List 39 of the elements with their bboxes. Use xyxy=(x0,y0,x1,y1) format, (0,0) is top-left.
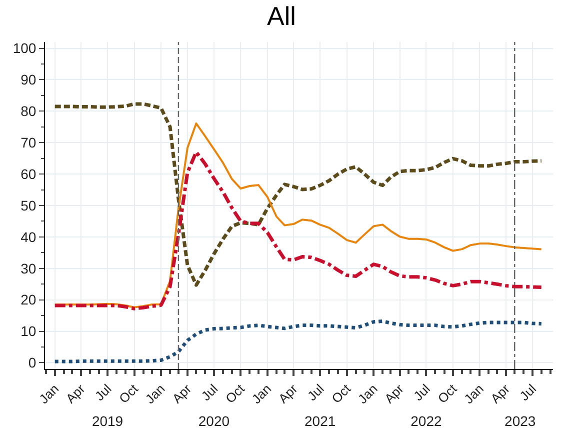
x-tick-label: Jul xyxy=(516,381,540,404)
x-tick-label: Jan xyxy=(142,381,168,407)
y-tick-label: 10 xyxy=(20,323,36,340)
x-tick-label: Jul xyxy=(304,381,327,404)
y-tick-label: 50 xyxy=(20,197,36,214)
x-tick-label: Oct xyxy=(328,380,354,406)
x-tick-label: Apr xyxy=(169,380,195,406)
line-series xyxy=(53,150,544,310)
x2-tick-label: 2020 xyxy=(198,413,230,429)
x-tick-label: Jan xyxy=(461,381,486,407)
y-tick-label: 90 xyxy=(20,72,36,88)
x-tick-label: Jul xyxy=(198,381,221,404)
x2-tick-label: 2021 xyxy=(304,413,336,429)
x-tick-label: Oct xyxy=(116,380,142,406)
chart-title: All xyxy=(267,0,296,31)
y-tick-label: 60 xyxy=(20,166,36,182)
x-tick-label: Jan xyxy=(354,381,380,407)
line-series xyxy=(53,319,544,364)
line-series xyxy=(53,102,544,287)
x-tick-label: Apr xyxy=(275,380,301,406)
x2-tick-label: 2023 xyxy=(504,413,536,429)
x2-tick-label: 2019 xyxy=(92,413,124,429)
x-tick-label: Jan xyxy=(248,381,274,407)
x-tick-label: Oct xyxy=(222,380,248,406)
y-tick-label: 80 xyxy=(20,103,36,120)
y-tick-label: 30 xyxy=(20,260,36,276)
x-tick-label: Apr xyxy=(382,380,407,406)
y-tick-label: 20 xyxy=(20,292,36,308)
y-tick-label: 70 xyxy=(20,134,36,151)
y-tick-label: 100 xyxy=(12,40,36,56)
x-tick-label: Jan xyxy=(36,381,62,407)
x-tick-label: Jul xyxy=(410,381,434,404)
x2-tick-label: 2022 xyxy=(410,413,442,429)
x-tick-label: Jul xyxy=(92,381,114,404)
x-tick-label: Apr xyxy=(488,380,514,406)
y-tick-label: 40 xyxy=(20,228,36,245)
x-tick-label: Apr xyxy=(62,380,88,406)
x-tick-label: Oct xyxy=(434,380,460,406)
y-tick-label: 0 xyxy=(28,354,36,371)
